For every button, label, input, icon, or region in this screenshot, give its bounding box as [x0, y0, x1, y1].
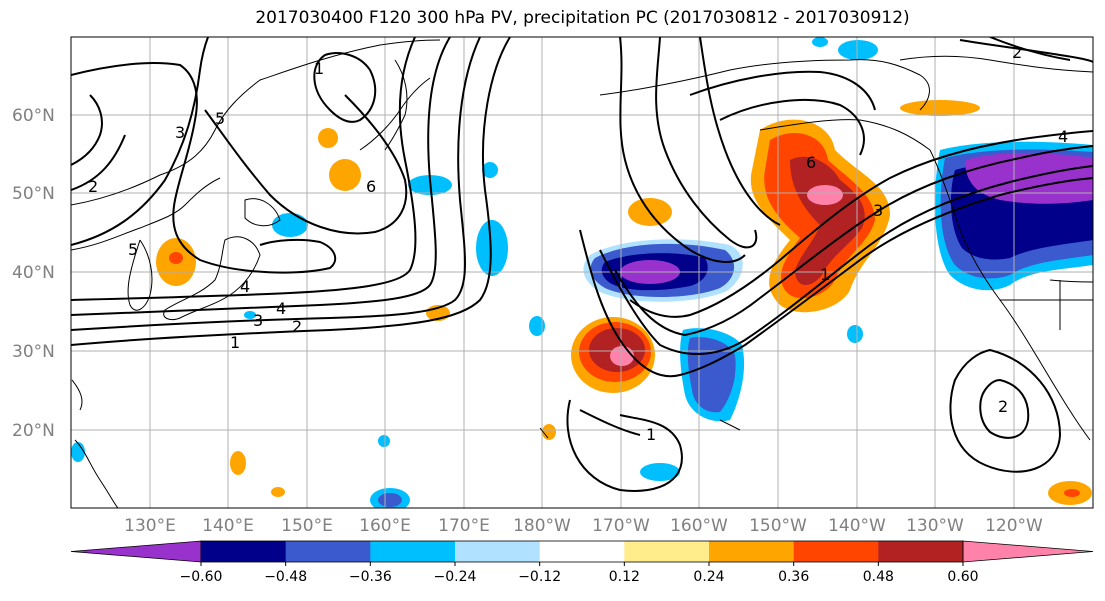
lon-label: 130°E — [124, 516, 176, 536]
contour-label: 2 — [88, 177, 98, 196]
contour-label: 1 — [314, 59, 324, 78]
contour-label: 5 — [215, 109, 225, 128]
contour-label: 6 — [366, 177, 376, 196]
colorbar-tick-label: 0.36 — [778, 569, 809, 585]
lat-label: 40°N — [12, 263, 55, 283]
colorbar: −0.60 −0.48 −0.36 −0.24 −0.12 0.12 0.24 0.36 0.4… — [70, 540, 1094, 585]
contour-label: 3 — [253, 311, 263, 330]
negative-anomaly-small — [378, 435, 390, 447]
positive-anomaly-small — [900, 100, 980, 116]
precip-shading — [71, 37, 1093, 508]
contour-label: 1 — [646, 425, 656, 444]
latitude-labels: 60°N 50°N 40°N 30°N 20°N — [12, 106, 55, 441]
lon-label: 170°E — [438, 516, 490, 536]
colorbar-tick-label: −0.12 — [518, 569, 561, 585]
graticule — [71, 37, 1093, 508]
negative-anomaly-small — [529, 316, 545, 336]
positive-anomaly-small — [169, 252, 183, 264]
lat-label: 20°N — [12, 421, 55, 441]
negative-anomaly-small — [847, 325, 863, 343]
colorbar-tick-label: 0.12 — [609, 569, 640, 585]
lon-label: 120°W — [985, 516, 1043, 536]
colorbar-extension-max — [962, 540, 1094, 563]
lon-label: 170°W — [592, 516, 650, 536]
colorbar-segment — [285, 541, 371, 562]
contour-label: 4 — [240, 277, 250, 296]
contour-label: 5 — [128, 240, 138, 259]
longitude-labels: 130°E 140°E 150°E 160°E 170°E 180°W 170°… — [124, 516, 1043, 536]
positive-anomaly-core — [610, 346, 634, 366]
colorbar-segment — [878, 541, 964, 562]
negative-anomaly-small — [71, 442, 85, 462]
negative-anomaly-small — [244, 311, 256, 319]
colorbar-outline — [200, 540, 964, 563]
lon-label: 140°W — [828, 516, 886, 536]
lon-label: 140°E — [202, 516, 254, 536]
negative-anomaly-small — [476, 220, 508, 276]
colorbar-segment — [455, 541, 541, 562]
negative-anomaly-small — [812, 37, 828, 47]
positive-anomaly-small — [271, 487, 285, 497]
colorbar-extension-min — [70, 540, 202, 563]
positive-anomaly-small — [542, 424, 556, 440]
lon-label: 130°W — [906, 516, 964, 536]
lon-label: 160°W — [670, 516, 728, 536]
colorbar-tick-label: 0.48 — [863, 569, 894, 585]
positive-anomaly-small — [230, 451, 246, 475]
contour-label: 3 — [175, 123, 185, 142]
lon-label: 150°E — [281, 516, 333, 536]
pv-contours — [71, 37, 1093, 492]
map-frame — [70, 36, 1094, 509]
colorbar-segment — [624, 541, 710, 562]
colorbar-tick-label: 0.24 — [693, 569, 724, 585]
map-title: 2017030400 F120 300 hPa PV, precipitatio… — [255, 8, 910, 28]
contour-label: 1 — [230, 333, 240, 352]
positive-anomaly-small — [318, 128, 338, 148]
colorbar-segment — [709, 541, 795, 562]
colorbar-segment — [793, 541, 879, 562]
negative-anomaly-small — [640, 463, 680, 481]
colorbar-tick-label: −0.48 — [264, 569, 307, 585]
contour-labels: 1 2 3 4 5 6 1 2 3 4 5 6 1 2 3 4 1 2 — [88, 43, 1068, 444]
colorbar-tick-label: −0.60 — [180, 569, 223, 585]
positive-anomaly-core — [807, 185, 843, 205]
contour-label: 3 — [873, 201, 883, 220]
lon-label: 150°W — [749, 516, 807, 536]
coastlines — [71, 39, 1093, 508]
negative-anomaly-small — [838, 40, 878, 60]
contour-label: 1 — [820, 265, 830, 284]
contour-label: 2 — [998, 397, 1008, 416]
lat-label: 50°N — [12, 184, 55, 204]
contour-label: 4 — [276, 299, 286, 318]
colorbar-tick-label: −0.36 — [349, 569, 392, 585]
colorbar-tick-label: −0.24 — [434, 569, 477, 585]
colorbar-segment — [539, 541, 625, 562]
lon-label: 160°E — [359, 516, 411, 536]
negative-anomaly-small — [482, 162, 498, 178]
lat-label: 30°N — [12, 342, 55, 362]
contour-label: 2 — [292, 317, 302, 336]
negative-anomaly-small — [272, 213, 308, 237]
contour-label: 6 — [806, 153, 816, 172]
lat-label: 60°N — [12, 106, 55, 126]
colorbar-segment — [201, 541, 287, 562]
contour-label: 2 — [1012, 43, 1022, 62]
negative-anomaly-small — [378, 493, 402, 507]
colorbar-segment — [370, 541, 456, 562]
positive-anomaly-small — [329, 159, 361, 191]
colorbar-tick-label: 0.60 — [947, 569, 978, 585]
contour-label: 4 — [1058, 127, 1068, 146]
lon-label: 180°W — [513, 516, 571, 536]
positive-anomaly-small — [1064, 489, 1080, 497]
